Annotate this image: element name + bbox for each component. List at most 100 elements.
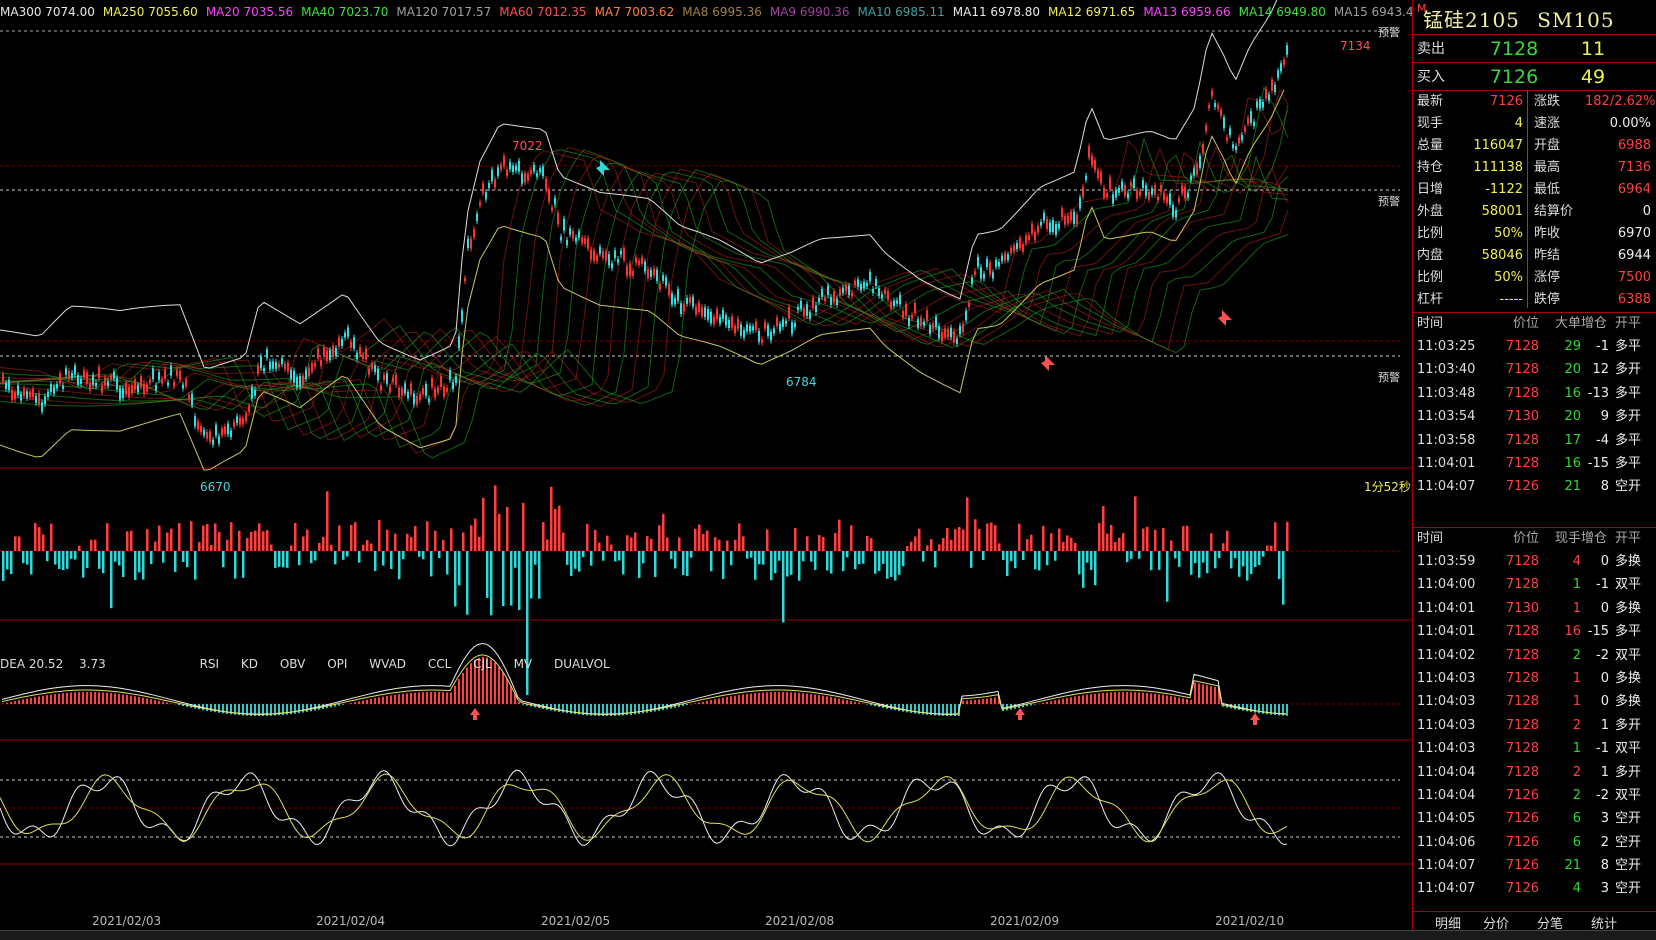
volume-bar xyxy=(126,531,129,551)
table-row[interactable]: 11:04:04 7126 2 -2 双平 xyxy=(1413,784,1656,807)
bid-price[interactable]: 7126 xyxy=(1479,63,1549,91)
volume-bar xyxy=(922,551,925,562)
macd-bar xyxy=(146,698,148,704)
macd-bar xyxy=(818,695,820,704)
dea-secondary-value: 3.73 xyxy=(79,655,106,673)
volume-bar xyxy=(550,487,553,551)
table-row[interactable]: 11:04:03 7128 2 1 多开 xyxy=(1413,714,1656,737)
row-type: 双平 xyxy=(1615,737,1641,760)
volume-bar xyxy=(902,551,905,566)
table-row[interactable]: 11:04:04 7128 2 1 多开 xyxy=(1413,761,1656,784)
volume-bar xyxy=(302,536,305,551)
macd-bar xyxy=(458,679,460,704)
macd-bar xyxy=(1046,702,1048,704)
row-time: 11:03:59 xyxy=(1417,550,1475,573)
table-row[interactable]: 11:04:05 7126 6 3 空开 xyxy=(1413,807,1656,830)
volume-bar xyxy=(950,540,953,551)
quote-row: 比例 50% 涨停 7500 xyxy=(1413,267,1656,289)
volume-bar xyxy=(590,551,593,566)
macd-bar xyxy=(366,700,368,704)
volume-bar xyxy=(46,551,49,561)
warning-line-label[interactable]: 预警 xyxy=(1378,24,1400,40)
volume-bar xyxy=(110,551,113,608)
table-row[interactable]: 11:04:07 7126 21 8 空开 xyxy=(1413,854,1656,877)
macd-bar xyxy=(166,703,168,704)
volume-bar xyxy=(670,551,673,559)
tab-mv[interactable]: MV xyxy=(514,655,533,673)
bid-label: 买入 xyxy=(1417,63,1445,91)
macd-bar xyxy=(58,694,60,704)
tab-opi[interactable]: OPI xyxy=(327,655,347,673)
macd-bar xyxy=(1114,692,1116,704)
volume-bar xyxy=(982,551,985,560)
quote-value: 182/2.62% xyxy=(1585,91,1651,113)
table-row[interactable]: 11:04:00 7128 1 -1 双平 xyxy=(1413,573,1656,596)
table-row[interactable]: 11:03:48 7128 16 -13 多平 xyxy=(1413,382,1656,405)
macd-bar xyxy=(978,700,980,704)
table-row[interactable]: 11:04:03 7128 1 0 多换 xyxy=(1413,690,1656,713)
macd-bar xyxy=(786,692,788,704)
table-row[interactable]: 11:04:07 7126 4 3 空开 xyxy=(1413,877,1656,900)
volume-bar xyxy=(6,551,9,569)
volume-bar xyxy=(798,551,801,581)
row-type: 多开 xyxy=(1615,405,1641,428)
moving-average-line xyxy=(0,90,1288,421)
table-row[interactable]: 11:03:25 7128 29 -1 多平 xyxy=(1413,335,1656,358)
macd-bar xyxy=(114,693,116,704)
tab-dualvol[interactable]: DUALVOL xyxy=(554,655,610,673)
macd-bar xyxy=(510,686,512,704)
warning-line-label[interactable]: 预警 xyxy=(1378,369,1400,385)
tab-cjl[interactable]: CJL xyxy=(473,655,492,673)
table-row[interactable]: 11:03:58 7128 17 -4 多平 xyxy=(1413,429,1656,452)
volume-bar xyxy=(1058,529,1061,551)
table-row[interactable]: 11:04:06 7126 6 2 空开 xyxy=(1413,831,1656,854)
volume-bar xyxy=(38,527,41,551)
chart-canvas[interactable] xyxy=(0,0,1412,939)
table-row[interactable]: 11:04:01 7130 1 0 多换 xyxy=(1413,597,1656,620)
volume-bar xyxy=(370,544,373,551)
macd-bar xyxy=(1186,699,1188,704)
table-row[interactable]: 11:04:01 7128 16 -15 多平 xyxy=(1413,452,1656,475)
macd-bar xyxy=(150,699,152,704)
macd-bar xyxy=(122,694,124,704)
row-volume: 1 xyxy=(1547,737,1581,760)
tab-rsi[interactable]: RSI xyxy=(200,655,220,673)
tab-obv[interactable]: OBV xyxy=(280,655,306,673)
warning-line-label[interactable]: 预警 xyxy=(1378,193,1400,209)
volume-bar xyxy=(278,551,281,567)
volume-bar xyxy=(1226,531,1229,551)
row-time: 11:04:03 xyxy=(1417,714,1475,737)
ma-legend-item: MA7 7003.62 xyxy=(595,5,675,19)
table-row[interactable]: 11:04:01 7128 16 -15 多平 xyxy=(1413,620,1656,643)
volume-bar xyxy=(734,540,737,551)
macd-bar xyxy=(466,668,468,704)
volume-bar xyxy=(414,526,417,551)
volume-bar xyxy=(190,521,193,551)
table-row[interactable]: 11:04:03 7128 1 -1 双平 xyxy=(1413,737,1656,760)
row-time: 11:04:06 xyxy=(1417,831,1475,854)
table-row[interactable]: 11:03:40 7128 20 12 多开 xyxy=(1413,358,1656,381)
volume-bar xyxy=(418,551,421,557)
quote-key: 最低 xyxy=(1534,179,1560,201)
tab-ccl[interactable]: CCL xyxy=(428,655,451,673)
table-row[interactable]: 11:04:03 7128 1 0 多换 xyxy=(1413,667,1656,690)
table-row[interactable]: 11:04:02 7128 2 -2 双平 xyxy=(1413,644,1656,667)
tab-kd[interactable]: KD xyxy=(241,655,258,673)
date-label: 2021/02/10 xyxy=(1215,914,1284,928)
table-row[interactable]: 11:03:54 7130 20 9 多开 xyxy=(1413,405,1656,428)
table-row[interactable]: 11:03:59 7128 4 0 多换 xyxy=(1413,550,1656,573)
ask-price[interactable]: 7128 xyxy=(1479,35,1549,63)
row-volume: 6 xyxy=(1547,831,1581,854)
bid-qty: 49 xyxy=(1563,63,1623,91)
quote-value: 6388 xyxy=(1585,289,1651,311)
volume-bar xyxy=(1018,524,1021,551)
volume-bar xyxy=(62,551,65,570)
row-type: 空开 xyxy=(1615,475,1641,498)
table-row[interactable]: 11:04:07 7126 21 8 空开 xyxy=(1413,475,1656,498)
tab-wvad[interactable]: WVAD xyxy=(369,655,406,673)
volume-bar xyxy=(850,525,853,551)
quote-value: 0.00% xyxy=(1585,113,1651,135)
